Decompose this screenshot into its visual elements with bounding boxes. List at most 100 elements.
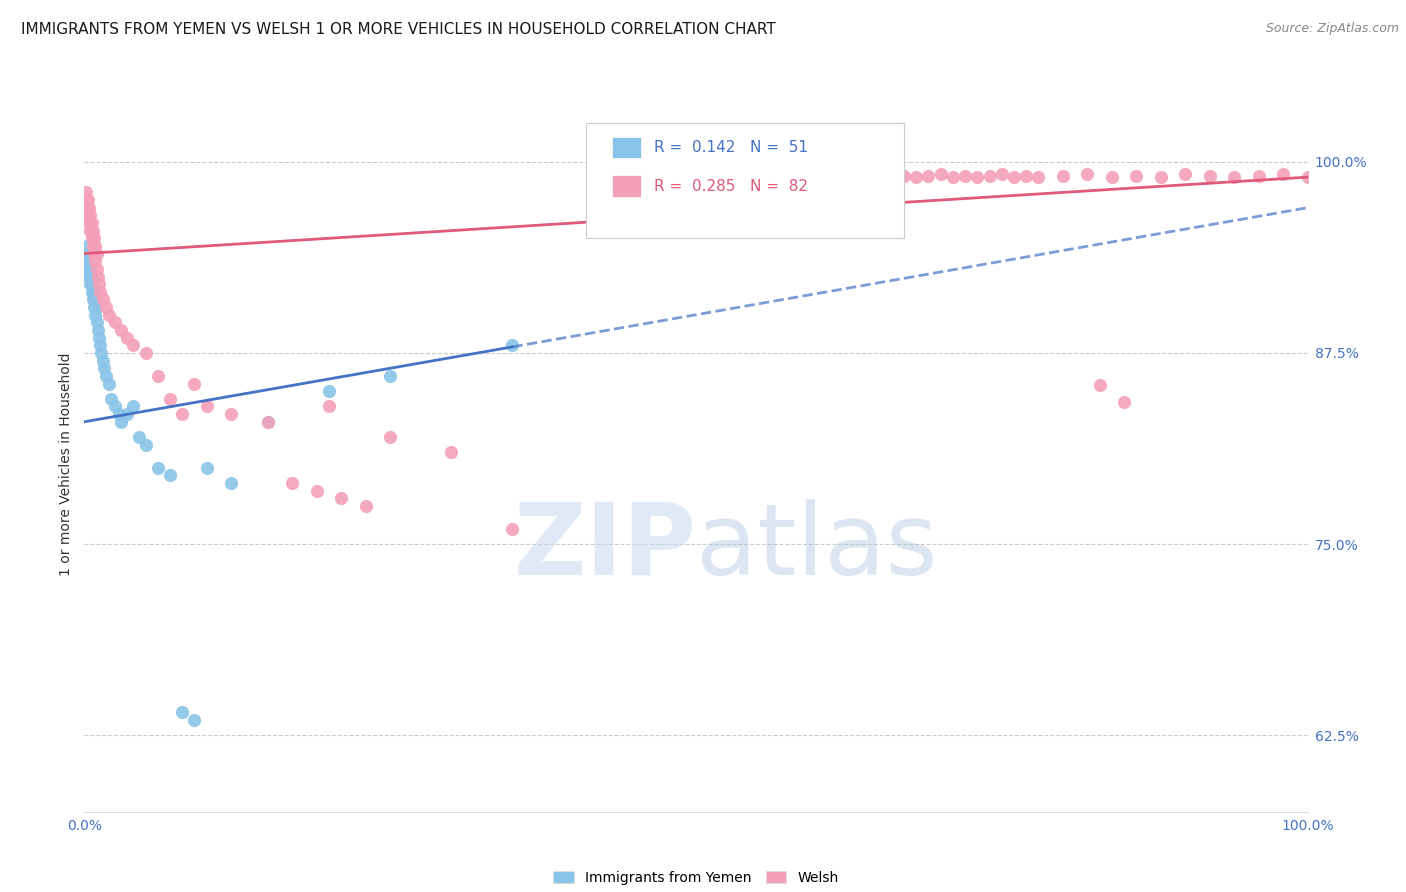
Point bbox=[1223, 170, 1246, 185]
Point bbox=[97, 376, 120, 391]
Point bbox=[84, 239, 107, 253]
Point bbox=[80, 285, 103, 299]
Point bbox=[77, 193, 100, 207]
Point bbox=[135, 346, 157, 360]
Point bbox=[80, 277, 103, 292]
Point bbox=[856, 169, 879, 183]
Point bbox=[75, 254, 97, 268]
Point bbox=[1076, 167, 1098, 181]
Point bbox=[84, 293, 107, 307]
Text: Source: ZipAtlas.com: Source: ZipAtlas.com bbox=[1265, 22, 1399, 36]
Point bbox=[979, 169, 1001, 183]
Point bbox=[122, 338, 145, 352]
Point bbox=[89, 285, 111, 299]
Point bbox=[80, 216, 103, 230]
Point bbox=[86, 261, 108, 276]
Point bbox=[77, 269, 100, 284]
Point bbox=[747, 216, 769, 230]
Point bbox=[1150, 170, 1173, 185]
Point bbox=[953, 169, 976, 183]
Point bbox=[83, 246, 105, 260]
Point bbox=[917, 169, 939, 183]
Point bbox=[869, 167, 891, 181]
Point bbox=[1052, 169, 1074, 183]
Point bbox=[86, 315, 108, 329]
Legend: Immigrants from Yemen, Welsh: Immigrants from Yemen, Welsh bbox=[553, 871, 839, 885]
Point bbox=[79, 269, 101, 284]
Point bbox=[1296, 170, 1319, 185]
Point bbox=[1088, 378, 1111, 392]
Point bbox=[219, 475, 242, 490]
FancyBboxPatch shape bbox=[612, 137, 641, 159]
Point bbox=[195, 400, 218, 414]
Point bbox=[122, 400, 145, 414]
Point bbox=[183, 376, 205, 391]
Point bbox=[966, 170, 988, 185]
Point bbox=[905, 170, 928, 185]
Point bbox=[77, 201, 100, 215]
Point bbox=[1028, 170, 1050, 185]
Point bbox=[82, 277, 104, 292]
Point bbox=[354, 499, 377, 513]
Point bbox=[195, 460, 218, 475]
Point bbox=[96, 300, 118, 314]
Point bbox=[159, 468, 181, 483]
Point bbox=[104, 400, 127, 414]
Point bbox=[83, 285, 105, 299]
Point bbox=[77, 254, 100, 268]
Point bbox=[91, 353, 114, 368]
Point bbox=[1125, 169, 1147, 183]
Point bbox=[77, 216, 100, 230]
Point bbox=[502, 338, 524, 352]
Point bbox=[87, 323, 110, 337]
Point bbox=[84, 254, 107, 268]
Point bbox=[89, 338, 111, 352]
Point bbox=[440, 445, 463, 459]
Point bbox=[82, 224, 104, 238]
Point bbox=[77, 261, 100, 276]
Point bbox=[281, 475, 304, 490]
Point bbox=[219, 407, 242, 421]
Point bbox=[80, 269, 103, 284]
Point bbox=[75, 193, 97, 207]
Point bbox=[86, 300, 108, 314]
Point bbox=[83, 231, 105, 245]
Point bbox=[794, 170, 817, 185]
Point bbox=[110, 415, 132, 429]
Point bbox=[305, 483, 328, 498]
Point bbox=[77, 254, 100, 268]
Point bbox=[115, 331, 138, 345]
Point bbox=[110, 323, 132, 337]
Point bbox=[76, 193, 98, 207]
Point bbox=[942, 170, 965, 185]
Point bbox=[172, 706, 194, 720]
Point bbox=[77, 201, 100, 215]
Point bbox=[172, 407, 194, 421]
Point bbox=[146, 368, 169, 383]
Text: atlas: atlas bbox=[696, 499, 938, 596]
Point bbox=[893, 169, 915, 183]
Text: IMMIGRANTS FROM YEMEN VS WELSH 1 OR MORE VEHICLES IN HOUSEHOLD CORRELATION CHART: IMMIGRANTS FROM YEMEN VS WELSH 1 OR MORE… bbox=[21, 22, 776, 37]
Point bbox=[1002, 170, 1025, 185]
Point bbox=[146, 460, 169, 475]
Point bbox=[96, 368, 118, 383]
Point bbox=[1015, 169, 1038, 183]
Point bbox=[90, 346, 112, 360]
Point bbox=[77, 246, 100, 260]
Text: ZIP: ZIP bbox=[513, 499, 696, 596]
Point bbox=[844, 169, 866, 183]
Y-axis label: 1 or more Vehicles in Household: 1 or more Vehicles in Household bbox=[59, 352, 73, 575]
Text: R =  0.285   N =  82: R = 0.285 N = 82 bbox=[654, 178, 808, 194]
Point bbox=[929, 167, 952, 181]
Point bbox=[87, 269, 110, 284]
Point bbox=[84, 308, 107, 322]
Point bbox=[79, 224, 101, 238]
Point bbox=[380, 430, 402, 444]
Point bbox=[80, 231, 103, 245]
Point bbox=[93, 361, 115, 376]
Point bbox=[76, 246, 98, 260]
Point bbox=[87, 277, 110, 292]
Point bbox=[77, 208, 100, 222]
Point bbox=[83, 300, 105, 314]
Point bbox=[82, 239, 104, 253]
